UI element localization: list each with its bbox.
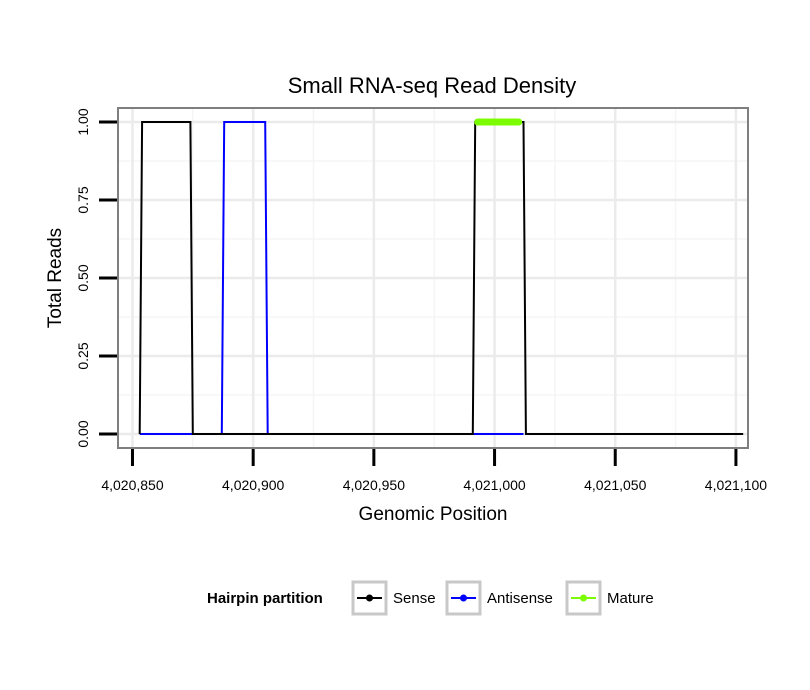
legend-point-antisense [460, 594, 467, 602]
legend-label-antisense: Antisense [487, 590, 553, 607]
y-tick-label: 0.25 [75, 342, 91, 369]
x-tick-label: 4,021,050 [584, 477, 646, 493]
y-axis-title: Total Reads [45, 228, 66, 328]
y-tick-label: 1.00 [75, 108, 91, 135]
series-line-sense [138, 121, 744, 435]
chart-title: Small RNA-seq Read Density [288, 73, 577, 98]
x-tick-label: 4,020,850 [101, 477, 163, 493]
y-tick-label: 0.00 [75, 420, 91, 447]
y-axis: 0.00 0.25 0.50 0.75 1.00 [75, 108, 117, 448]
x-axis-title: Genomic Position [359, 504, 508, 525]
legend-point-mature [580, 594, 587, 602]
legend-label-sense: Sense [393, 590, 436, 607]
plot-border [117, 107, 749, 449]
legend-label-mature: Mature [607, 590, 654, 607]
x-axis: 4,020,850 4,020,900 4,020,950 4,021,000 4,02… [101, 449, 767, 493]
x-tick-label: 4,020,950 [343, 477, 405, 493]
x-tick-label: 4,021,000 [463, 477, 525, 493]
legend-title: Hairpin partition [207, 590, 323, 607]
legend: Hairpin partition Sense Antisense Mature [207, 580, 654, 616]
legend-point-sense [366, 594, 373, 602]
y-tick-label: 0.75 [75, 186, 91, 213]
x-tick-label: 4,020,900 [222, 477, 284, 493]
series-layer [138, 118, 744, 435]
x-tick-label: 4,021,100 [705, 477, 767, 493]
y-tick-label: 0.50 [75, 264, 91, 291]
